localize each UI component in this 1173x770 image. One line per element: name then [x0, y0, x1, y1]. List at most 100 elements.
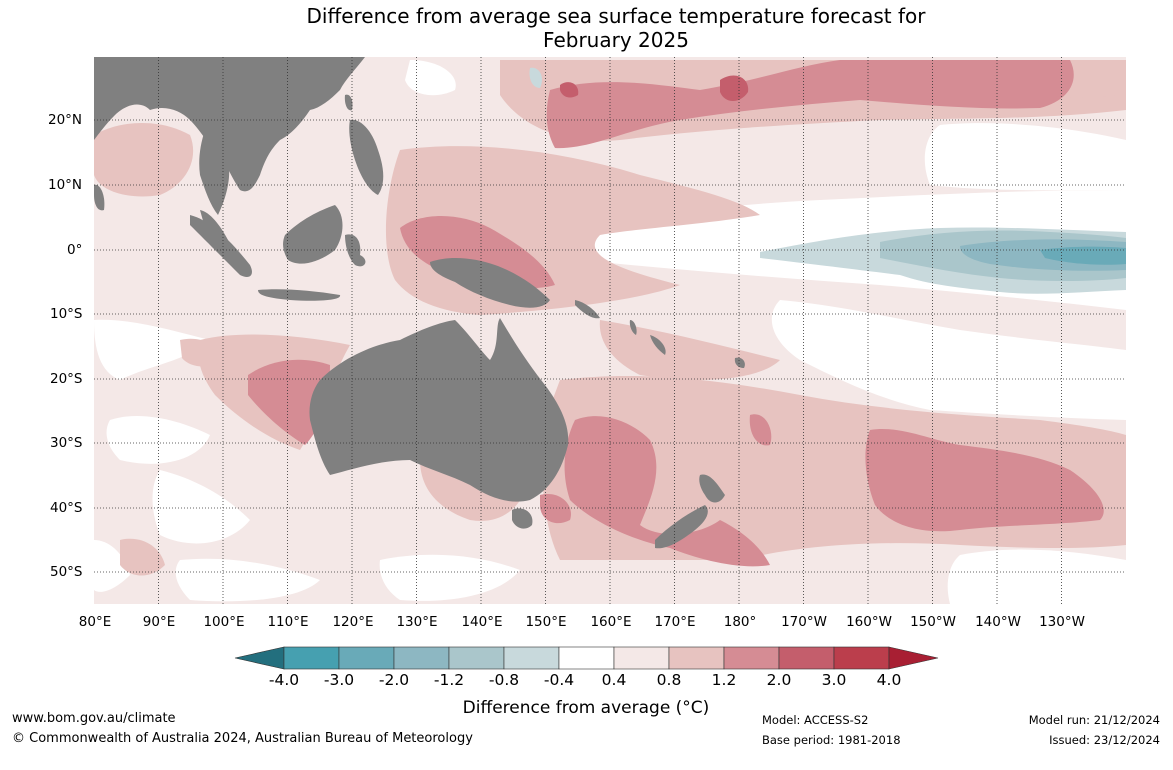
- north-pacific-white: [405, 60, 456, 96]
- philippines: [349, 119, 384, 195]
- colorbar-high-extension: [888, 646, 939, 670]
- lon-label: 130°E: [396, 614, 438, 630]
- lon-label: 140°W: [975, 614, 1021, 630]
- lon-label: 150°E: [525, 614, 567, 630]
- png-warm: [400, 216, 555, 289]
- solomon-islands: [575, 300, 600, 319]
- lon-label: 80°E: [78, 614, 112, 630]
- title-line-2: February 2025: [543, 28, 689, 52]
- colorbar-swatch-4: [448, 646, 505, 670]
- borneo: [283, 205, 343, 264]
- tasmania: [512, 508, 533, 529]
- lat-label: 0°: [67, 242, 83, 258]
- colorbar-tick: -4.0: [268, 671, 300, 689]
- small-moderate-2: [180, 338, 225, 367]
- title-line-1: Difference from average sea surface temp…: [306, 4, 926, 28]
- colorbar-label: Difference from average (°C): [462, 698, 710, 718]
- map-title: Difference from average sea surface temp…: [200, 4, 1032, 52]
- lat-label: 30°S: [50, 435, 83, 451]
- new-zealand-south: [655, 505, 708, 549]
- lon-label: 180°: [723, 614, 757, 630]
- north-pacific-warm: [546, 60, 1074, 149]
- new-caledonia: [650, 335, 666, 355]
- colorbar-swatch-5: [503, 646, 560, 670]
- sri-lanka: [94, 184, 105, 211]
- south-indian-white-1: [94, 319, 210, 380]
- cool-anomaly-regions: [529, 67, 1126, 294]
- lat-label: 20°N: [48, 112, 83, 128]
- south-indian-white-4: [175, 558, 320, 602]
- south-east-white: [771, 300, 1126, 420]
- cool-spot-north: [529, 67, 542, 88]
- lon-label: 170°W: [781, 614, 827, 630]
- model-run-date: Model run: 21/12/2024: [1028, 713, 1160, 727]
- lon-label: 120°E: [332, 614, 374, 630]
- colorbar-swatch-1: [283, 646, 340, 670]
- lon-label: 100°E: [203, 614, 245, 630]
- lat-label: 10°S: [50, 306, 83, 322]
- colorbar: [234, 646, 939, 670]
- new-guinea: [430, 258, 550, 308]
- lon-label: 90°E: [142, 614, 176, 630]
- warm-regions: [248, 60, 1104, 567]
- colorbar-tick: 4.0: [876, 671, 902, 689]
- lon-label: 160°E: [590, 614, 632, 630]
- land-masses: [94, 57, 745, 549]
- colorbar-tick: -2.0: [378, 671, 410, 689]
- colorbar-tick: 2.0: [766, 671, 792, 689]
- bom-url-link[interactable]: www.bom.gov.au/climate: [12, 711, 176, 726]
- sumatra: [190, 215, 252, 277]
- fiji: [734, 357, 745, 368]
- colorbar-swatch-11: [833, 646, 890, 670]
- lon-label: 160°W: [846, 614, 892, 630]
- copyright-text: © Commonwealth of Australia 2024, Austra…: [12, 731, 473, 746]
- taiwan: [344, 94, 353, 111]
- indochina: [199, 129, 230, 215]
- colorbar-tick: -0.4: [543, 671, 575, 689]
- colorbar-swatch-6: [558, 646, 615, 670]
- gridlines: [94, 57, 1126, 604]
- strong-warm-regions: [560, 75, 749, 101]
- colorbar-tick: 0.4: [601, 671, 627, 689]
- vanuatu: [629, 320, 637, 335]
- south-indian-white-2: [106, 415, 210, 464]
- colorbar-swatch-8: [668, 646, 725, 670]
- australia: [309, 318, 569, 502]
- colorbar-low-extension: [234, 646, 285, 670]
- colorbar-tick: 0.8: [656, 671, 682, 689]
- issued-date: Issued: 23/12/2024: [1049, 733, 1160, 747]
- lat-label: 20°S: [50, 371, 83, 387]
- south-indian-white-5: [94, 540, 130, 592]
- north-east-white: [924, 123, 1126, 191]
- tasman-warm: [540, 494, 571, 524]
- lon-label: 150°W: [910, 614, 956, 630]
- cool-tongue-core: [1040, 246, 1126, 265]
- lat-label: 50°S: [50, 564, 83, 580]
- new-zealand-north: [699, 474, 725, 503]
- south-pacific-warm-2: [865, 428, 1104, 532]
- small-moderate-1: [120, 538, 165, 576]
- base-period: Base period: 1981-2018: [762, 733, 901, 747]
- map-area: [94, 57, 1126, 604]
- lon-label: 170°E: [654, 614, 696, 630]
- colorbar-tick: 1.2: [711, 671, 737, 689]
- subtropical-south-moderate: [599, 320, 780, 380]
- colorbar-tick: 3.0: [821, 671, 847, 689]
- south-pacific-warm-1: [564, 416, 770, 567]
- north-pacific-strong: [720, 75, 749, 101]
- java: [258, 289, 341, 301]
- tasman-south-white: [379, 554, 520, 601]
- lon-label: 110°E: [267, 614, 309, 630]
- bay-of-bengal-moderate: [94, 122, 194, 197]
- colorbar-tick: -3.0: [323, 671, 355, 689]
- colorbar-tick: -0.8: [488, 671, 520, 689]
- north-pacific-strong-2: [560, 82, 579, 98]
- south-indian-white-3: [152, 470, 250, 544]
- asia-landmass: [94, 57, 365, 192]
- colorbar-swatch-2: [338, 646, 395, 670]
- south-pacific-white-2: [947, 549, 1126, 604]
- colorbar-swatch-9: [723, 646, 780, 670]
- colorbar-swatch-3: [393, 646, 450, 670]
- model-name: Model: ACCESS-S2: [762, 713, 869, 727]
